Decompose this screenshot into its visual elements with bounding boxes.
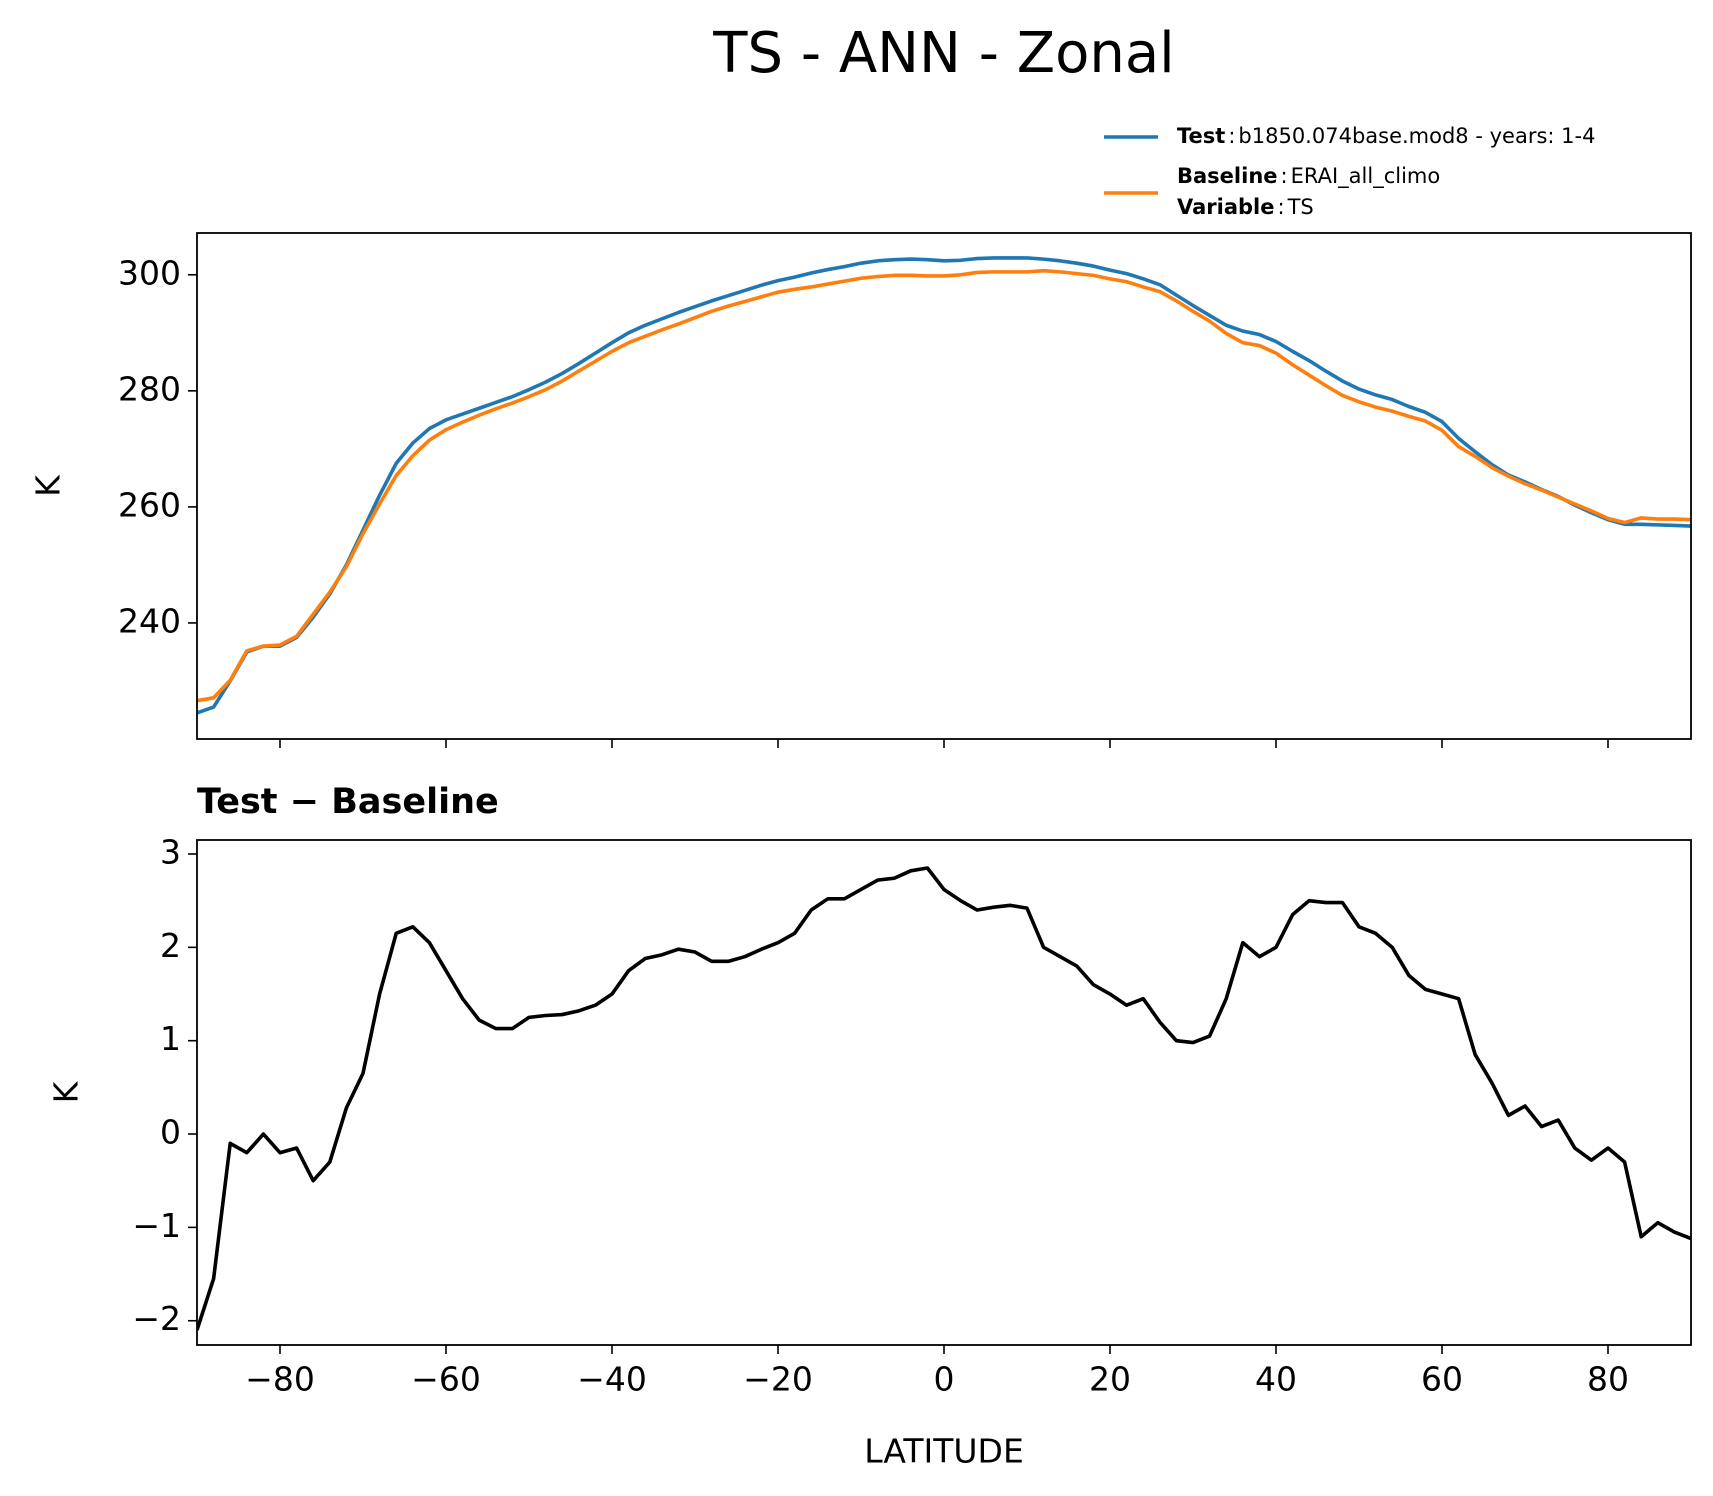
y-tick-label: −2	[132, 1299, 181, 1338]
y-tick-label: −1	[132, 1206, 181, 1245]
y-tick-label: 2	[160, 926, 181, 965]
x-tick-label: 0	[934, 1360, 955, 1399]
legend-key: Variable	[1177, 195, 1274, 219]
x-tick-label: 40	[1255, 1360, 1297, 1399]
x-tick-label: −20	[743, 1360, 813, 1399]
legend-text: TS	[1287, 195, 1314, 219]
x-axis-label: LATITUDE	[864, 1432, 1024, 1471]
x-tick-label: 20	[1089, 1360, 1131, 1399]
subplot-title: Test − Baseline	[197, 782, 499, 822]
y-tick-label: 0	[160, 1113, 181, 1152]
legend-entry: Variable: TS	[1177, 195, 1314, 219]
legend-text: b1850.074base.mod8 - years: 1-4	[1238, 124, 1595, 148]
series-line	[197, 256, 1691, 715]
legend-separator: :	[1228, 124, 1235, 148]
axes-frame	[196, 839, 1692, 1346]
axes-frame	[196, 232, 1692, 740]
legend-key: Baseline	[1177, 164, 1278, 188]
y-tick-label: 300	[118, 253, 181, 292]
y-axis-label: K	[29, 474, 68, 497]
y-tick-label: 260	[118, 485, 181, 524]
x-tick-label: 80	[1587, 1360, 1629, 1399]
legend-entry: Test: b1850.074base.mod8 - years: 1-4	[1177, 124, 1595, 148]
y-tick-label: 280	[118, 369, 181, 408]
y-axis-label: K	[47, 1080, 86, 1103]
legend-entry: Baseline: ERAI_all_climo	[1177, 164, 1440, 189]
series-line	[197, 268, 1691, 703]
x-tick-label: −40	[577, 1360, 647, 1399]
x-tick-label: 60	[1421, 1360, 1463, 1399]
legend-separator: :	[1277, 195, 1284, 219]
legend-key: Test	[1177, 124, 1225, 148]
series-line	[197, 866, 1691, 1331]
legend-text: ERAI_all_climo	[1291, 164, 1441, 189]
y-tick-label: 1	[160, 1019, 181, 1058]
figure-title: TS - ANN - Zonal	[712, 21, 1174, 86]
legend-separator: :	[1281, 164, 1288, 188]
y-tick-label: 3	[160, 833, 181, 872]
y-tick-label: 240	[118, 601, 181, 640]
x-tick-label: −60	[411, 1360, 481, 1399]
x-tick-label: −80	[245, 1360, 315, 1399]
